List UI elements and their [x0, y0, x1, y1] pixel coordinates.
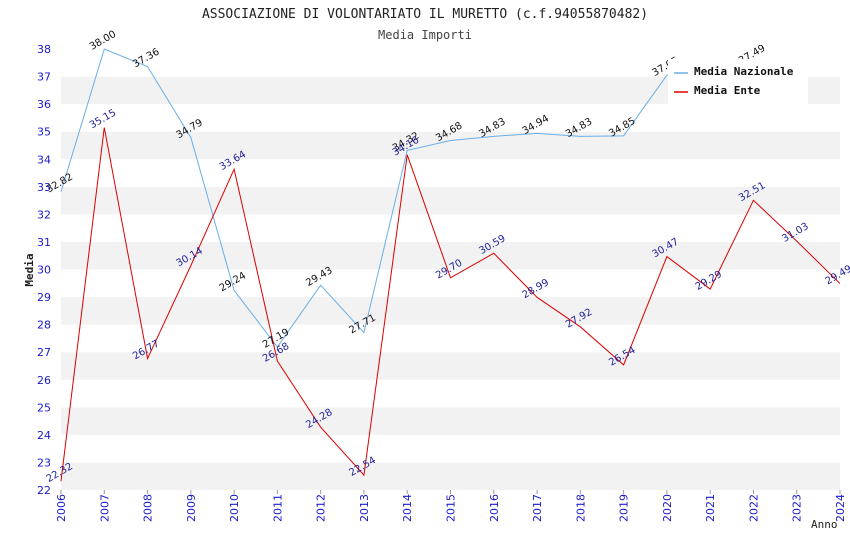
series-line-ente [60, 127, 841, 482]
x-tick-label: 2018 [574, 494, 587, 522]
grid-band [61, 104, 840, 132]
x-tick-label: 2007 [98, 494, 111, 522]
x-tick-label: 2023 [791, 494, 804, 522]
grid-band [61, 269, 840, 298]
x-tick-label: 2006 [55, 494, 68, 522]
y-tick-label: 33 [37, 181, 51, 194]
grid-band [61, 462, 840, 490]
series-layer [60, 48, 841, 482]
y-tick-label: 25 [37, 401, 51, 414]
x-tick-label: 2016 [488, 494, 501, 522]
y-tick-label: 38 [37, 43, 51, 56]
x-tick-label: 2013 [358, 494, 371, 522]
grid-band [61, 159, 840, 187]
grid-band [61, 352, 840, 380]
legend-label-ente: Media Ente [694, 84, 761, 97]
grid-band [61, 324, 840, 353]
grid-band [61, 379, 840, 408]
grid-band [61, 407, 840, 435]
chart-subtitle: Media Importi [378, 28, 472, 42]
x-axis-label: Anno [811, 518, 838, 531]
y-tick-label: 31 [37, 236, 51, 249]
y-tick-label: 35 [37, 126, 51, 139]
y-tick-label: 29 [37, 291, 51, 304]
y-tick-label: 32 [37, 208, 51, 221]
x-tick-label: 2015 [445, 494, 458, 522]
x-tick-label: 2024 [834, 494, 847, 522]
x-tick-label: 2010 [228, 494, 241, 522]
y-tick-label: 37 [37, 71, 51, 84]
x-tick-label: 2008 [142, 494, 155, 522]
y-tick-label: 23 [37, 456, 51, 469]
grid-band [61, 186, 840, 215]
legend-label-nazionale: Media Nazionale [694, 65, 794, 78]
grid-band [61, 297, 840, 325]
y-tick-label: 27 [37, 346, 51, 359]
legend: Media Nazionale Media Ente [668, 59, 808, 105]
legend-background [668, 59, 808, 105]
x-tick-label: 2009 [185, 494, 198, 522]
grid-bands [61, 49, 840, 490]
y-tick-label: 24 [37, 429, 51, 442]
y-tick-label: 36 [37, 98, 51, 111]
y-tick-label: 22 [37, 484, 51, 497]
grid-band [61, 131, 840, 160]
chart-title: ASSOCIAZIONE DI VOLONTARIATO IL MURETTO … [202, 7, 648, 22]
x-tick-label: 2020 [661, 494, 674, 522]
y-tick-label: 26 [37, 374, 51, 387]
y-tick-label: 34 [37, 153, 51, 166]
x-tick-label: 2021 [704, 494, 717, 522]
y-axis: 22 23 24 25 26 27 28 29 30 31 32 33 34 35 36 37 38 [37, 43, 51, 497]
grid-band [61, 214, 840, 242]
y-tick-label: 28 [37, 319, 51, 332]
y-axis-label: Media [23, 253, 36, 286]
x-tick-label: 2019 [618, 494, 631, 522]
x-tick-label: 2022 [747, 494, 760, 522]
x-tick-label: 2011 [271, 494, 284, 522]
x-tick-label: 2017 [531, 494, 544, 522]
series-line-nazionale [60, 48, 754, 348]
y-tick-label: 30 [37, 264, 51, 277]
x-tick-label: 2012 [315, 494, 328, 522]
x-axis: 2006 2007 2008 2009 2010 2011 2012 2013 2014 2015… [55, 490, 847, 522]
grid-band [61, 434, 840, 463]
x-tick-label: 2014 [401, 494, 414, 522]
